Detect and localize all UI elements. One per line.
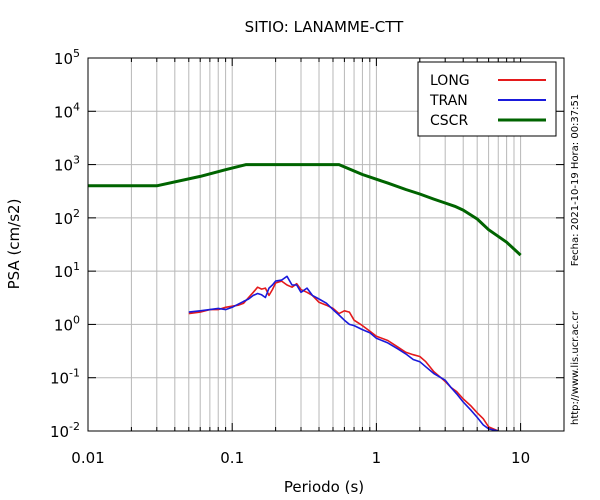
x-axis-label: Periodo (s) — [284, 478, 364, 496]
plot-frame — [87, 57, 565, 432]
y-tick-label: 100 — [54, 313, 80, 334]
legend: LONG TRAN CSCR — [417, 61, 557, 137]
x-tick-label: 1 — [372, 449, 382, 467]
tick-marks — [87, 57, 565, 432]
y-tick-label: 102 — [54, 207, 80, 228]
y-tick-label: 105 — [54, 47, 80, 68]
x-tick-label: 0.1 — [220, 449, 244, 467]
grid — [88, 58, 564, 431]
series-lines — [88, 163, 522, 431]
chart-title: SITIO: LANAMME-CTT — [245, 18, 404, 36]
x-tick-label: 0.01 — [71, 449, 104, 467]
series-line-long — [188, 280, 499, 431]
y-tick-label: 101 — [54, 260, 80, 281]
y-tick-label: 103 — [54, 154, 80, 175]
website-note: http://www.lis.ucr.ac.cr — [570, 310, 581, 425]
legend-label-cscr: CSCR — [430, 113, 468, 129]
series-line-tran — [188, 275, 499, 431]
x-tick-label: 10 — [511, 449, 530, 467]
y-tick-labels: 10-2 10-1 100 101 102 103 104 105 — [50, 47, 80, 441]
y-tick-label: 104 — [54, 100, 80, 121]
legend-label-tran: TRAN — [429, 93, 468, 109]
y-tick-label: 10-1 — [50, 367, 80, 388]
legend-label-long: LONG — [430, 73, 470, 89]
date-time-note: Fecha: 2021-10-19 Hora: 00:37:51 — [570, 94, 581, 267]
y-tick-label: 10-2 — [50, 420, 80, 441]
series-line-cscr — [88, 163, 522, 257]
y-axis-label: PSA (cm/s2) — [5, 199, 23, 290]
x-tick-labels: 0.01 0.1 1 10 — [71, 449, 530, 467]
